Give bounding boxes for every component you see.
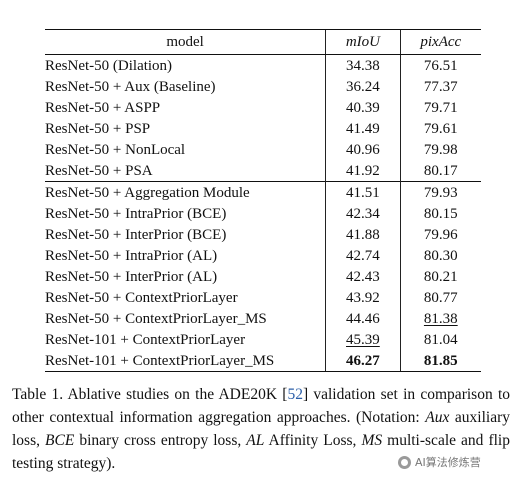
cell-miou: 36.24 xyxy=(325,76,401,97)
cell-model: ResNet-50 + PSP xyxy=(45,120,151,137)
cell-miou: 42.34 xyxy=(325,203,401,224)
cell-pixacc: 80.77 xyxy=(399,287,481,308)
cell-miou: 43.92 xyxy=(325,287,401,308)
header-miou: mIoU xyxy=(325,29,401,55)
cell-pixacc: 81.04 xyxy=(399,329,481,350)
table-row: ResNet-50 + PSP 41.49 79.61 xyxy=(45,118,481,139)
table-row: ResNet-50 (Dilation) 34.38 76.51 xyxy=(45,54,481,76)
table-row: ResNet-50 + InterPrior (AL) 42.43 80.21 xyxy=(45,266,481,287)
cell-miou: 41.92 xyxy=(325,160,401,182)
cell-pixacc: 80.15 xyxy=(399,203,481,224)
table-header-row: model mIoU pixAcc xyxy=(45,29,481,55)
cell-model: ResNet-50 + NonLocal xyxy=(45,141,186,158)
table-row: ResNet-50 + ASPP 40.39 79.71 xyxy=(45,97,481,118)
cell-model: ResNet-50 + InterPrior (BCE) xyxy=(45,226,227,243)
cell-model: ResNet-50 + Aggregation Module xyxy=(45,181,326,203)
notation-al: AL xyxy=(246,432,265,449)
cell-model: ResNet-50 + IntraPrior (AL) xyxy=(45,247,218,264)
header-model: model xyxy=(45,29,326,55)
cell-pixacc: 79.93 xyxy=(399,181,481,203)
table-row: ResNet-101 + ContextPriorLayer_MS 46.27 81… xyxy=(45,350,481,372)
table-row: ResNet-50 + Aggregation Module 41.51 79.93 xyxy=(45,181,481,203)
cell-miou: 44.46 xyxy=(325,308,401,329)
cell-pixacc: 79.71 xyxy=(399,97,481,118)
cell-miou: 42.74 xyxy=(325,245,401,266)
cell-miou: 34.38 xyxy=(325,54,401,76)
cell-miou: 40.96 xyxy=(325,139,401,160)
table-body: ResNet-50 (Dilation) 34.38 76.51 ResNet-50 … xyxy=(45,54,481,372)
cell-pixacc: 80.30 xyxy=(399,245,481,266)
table-row: ResNet-50 + InterPrior (BCE) 41.88 79.96 xyxy=(45,224,481,245)
table-row: ResNet-50 + IntraPrior (BCE) 42.34 80.15 xyxy=(45,203,481,224)
notation-bce: BCE xyxy=(45,432,75,449)
table-row: ResNet-50 + PSA 41.92 80.17 xyxy=(45,160,481,182)
cell-model: ResNet-50 + PSA xyxy=(45,162,153,179)
header-pixacc: pixAcc xyxy=(399,29,481,55)
table-caption: Table 1. Ablative studies on the ADE20K … xyxy=(12,383,510,475)
cell-model: ResNet-50 + ContextPriorLayer_MS xyxy=(45,310,267,327)
cell-model: ResNet-50 + ContextPriorLayer xyxy=(45,289,238,306)
cell-miou: 41.49 xyxy=(325,118,401,139)
cell-miou: 42.43 xyxy=(325,266,401,287)
cell-miou: 46.27 xyxy=(325,350,401,372)
caption-text: multi-scale and flip testing strategy). xyxy=(12,432,510,472)
results-table: model mIoU pixAcc ResNet-50 (Dilation) 34… xyxy=(45,29,481,372)
cell-model: ResNet-50 (Dilation) xyxy=(45,57,173,74)
notation-aux: Aux xyxy=(425,409,450,426)
cell-miou: 41.51 xyxy=(325,181,401,203)
cell-pixacc: 79.96 xyxy=(399,224,481,245)
table-row: ResNet-101 + ContextPriorLayer 45.39 81.04 xyxy=(45,329,481,350)
table-row: ResNet-50 + NonLocal 40.96 79.98 xyxy=(45,139,481,160)
caption-text: Affinity Loss, xyxy=(264,432,362,449)
caption-text: auxiliary loss, xyxy=(12,409,511,449)
cell-model: ResNet-50 + IntraPrior (BCE) xyxy=(45,205,227,222)
cell-miou: 41.88 xyxy=(325,224,401,245)
cell-miou: 40.39 xyxy=(325,97,401,118)
notation-ms: MS xyxy=(361,432,383,449)
cell-pixacc: 76.51 xyxy=(399,54,481,76)
watermark: AI算法修炼营 xyxy=(398,454,481,470)
table-row: ResNet-50 + ContextPriorLayer_MS 44.46 81.… xyxy=(45,308,481,329)
cell-pixacc: 77.37 xyxy=(399,76,481,97)
cell-miou: 45.39 xyxy=(325,329,401,350)
cell-pixacc: 80.21 xyxy=(399,266,481,287)
table-row: ResNet-50 + IntraPrior (AL) 42.74 80.30 xyxy=(45,245,481,266)
table-row: ResNet-50 + ContextPriorLayer 43.92 80.77 xyxy=(45,287,481,308)
cell-pixacc: 79.98 xyxy=(399,139,481,160)
cell-pixacc: 81.38 xyxy=(399,308,481,329)
cell-pixacc: 79.61 xyxy=(399,118,481,139)
watermark-text: AI算法修炼营 xyxy=(415,456,481,469)
table-row: ResNet-50 + Aux (Baseline) 36.24 77.37 xyxy=(45,76,481,97)
wechat-icon xyxy=(398,455,411,469)
cell-model: ResNet-101 + ContextPriorLayer xyxy=(45,331,246,348)
citation-link[interactable]: 52 xyxy=(287,386,303,403)
cell-pixacc: 81.85 xyxy=(399,350,481,372)
caption-text: binary cross entropy loss, xyxy=(74,432,247,449)
caption-text: Table 1. Ablative studies on the ADE20K … xyxy=(12,386,288,403)
caption-text: ] validation set in comparison to other … xyxy=(12,386,510,426)
cell-model: ResNet-50 + InterPrior (AL) xyxy=(45,268,218,285)
cell-model: ResNet-50 + ASPP xyxy=(45,99,161,116)
cell-model: ResNet-50 + Aux (Baseline) xyxy=(45,78,216,95)
cell-pixacc: 80.17 xyxy=(399,160,481,182)
cell-model: ResNet-101 + ContextPriorLayer_MS xyxy=(45,350,326,372)
